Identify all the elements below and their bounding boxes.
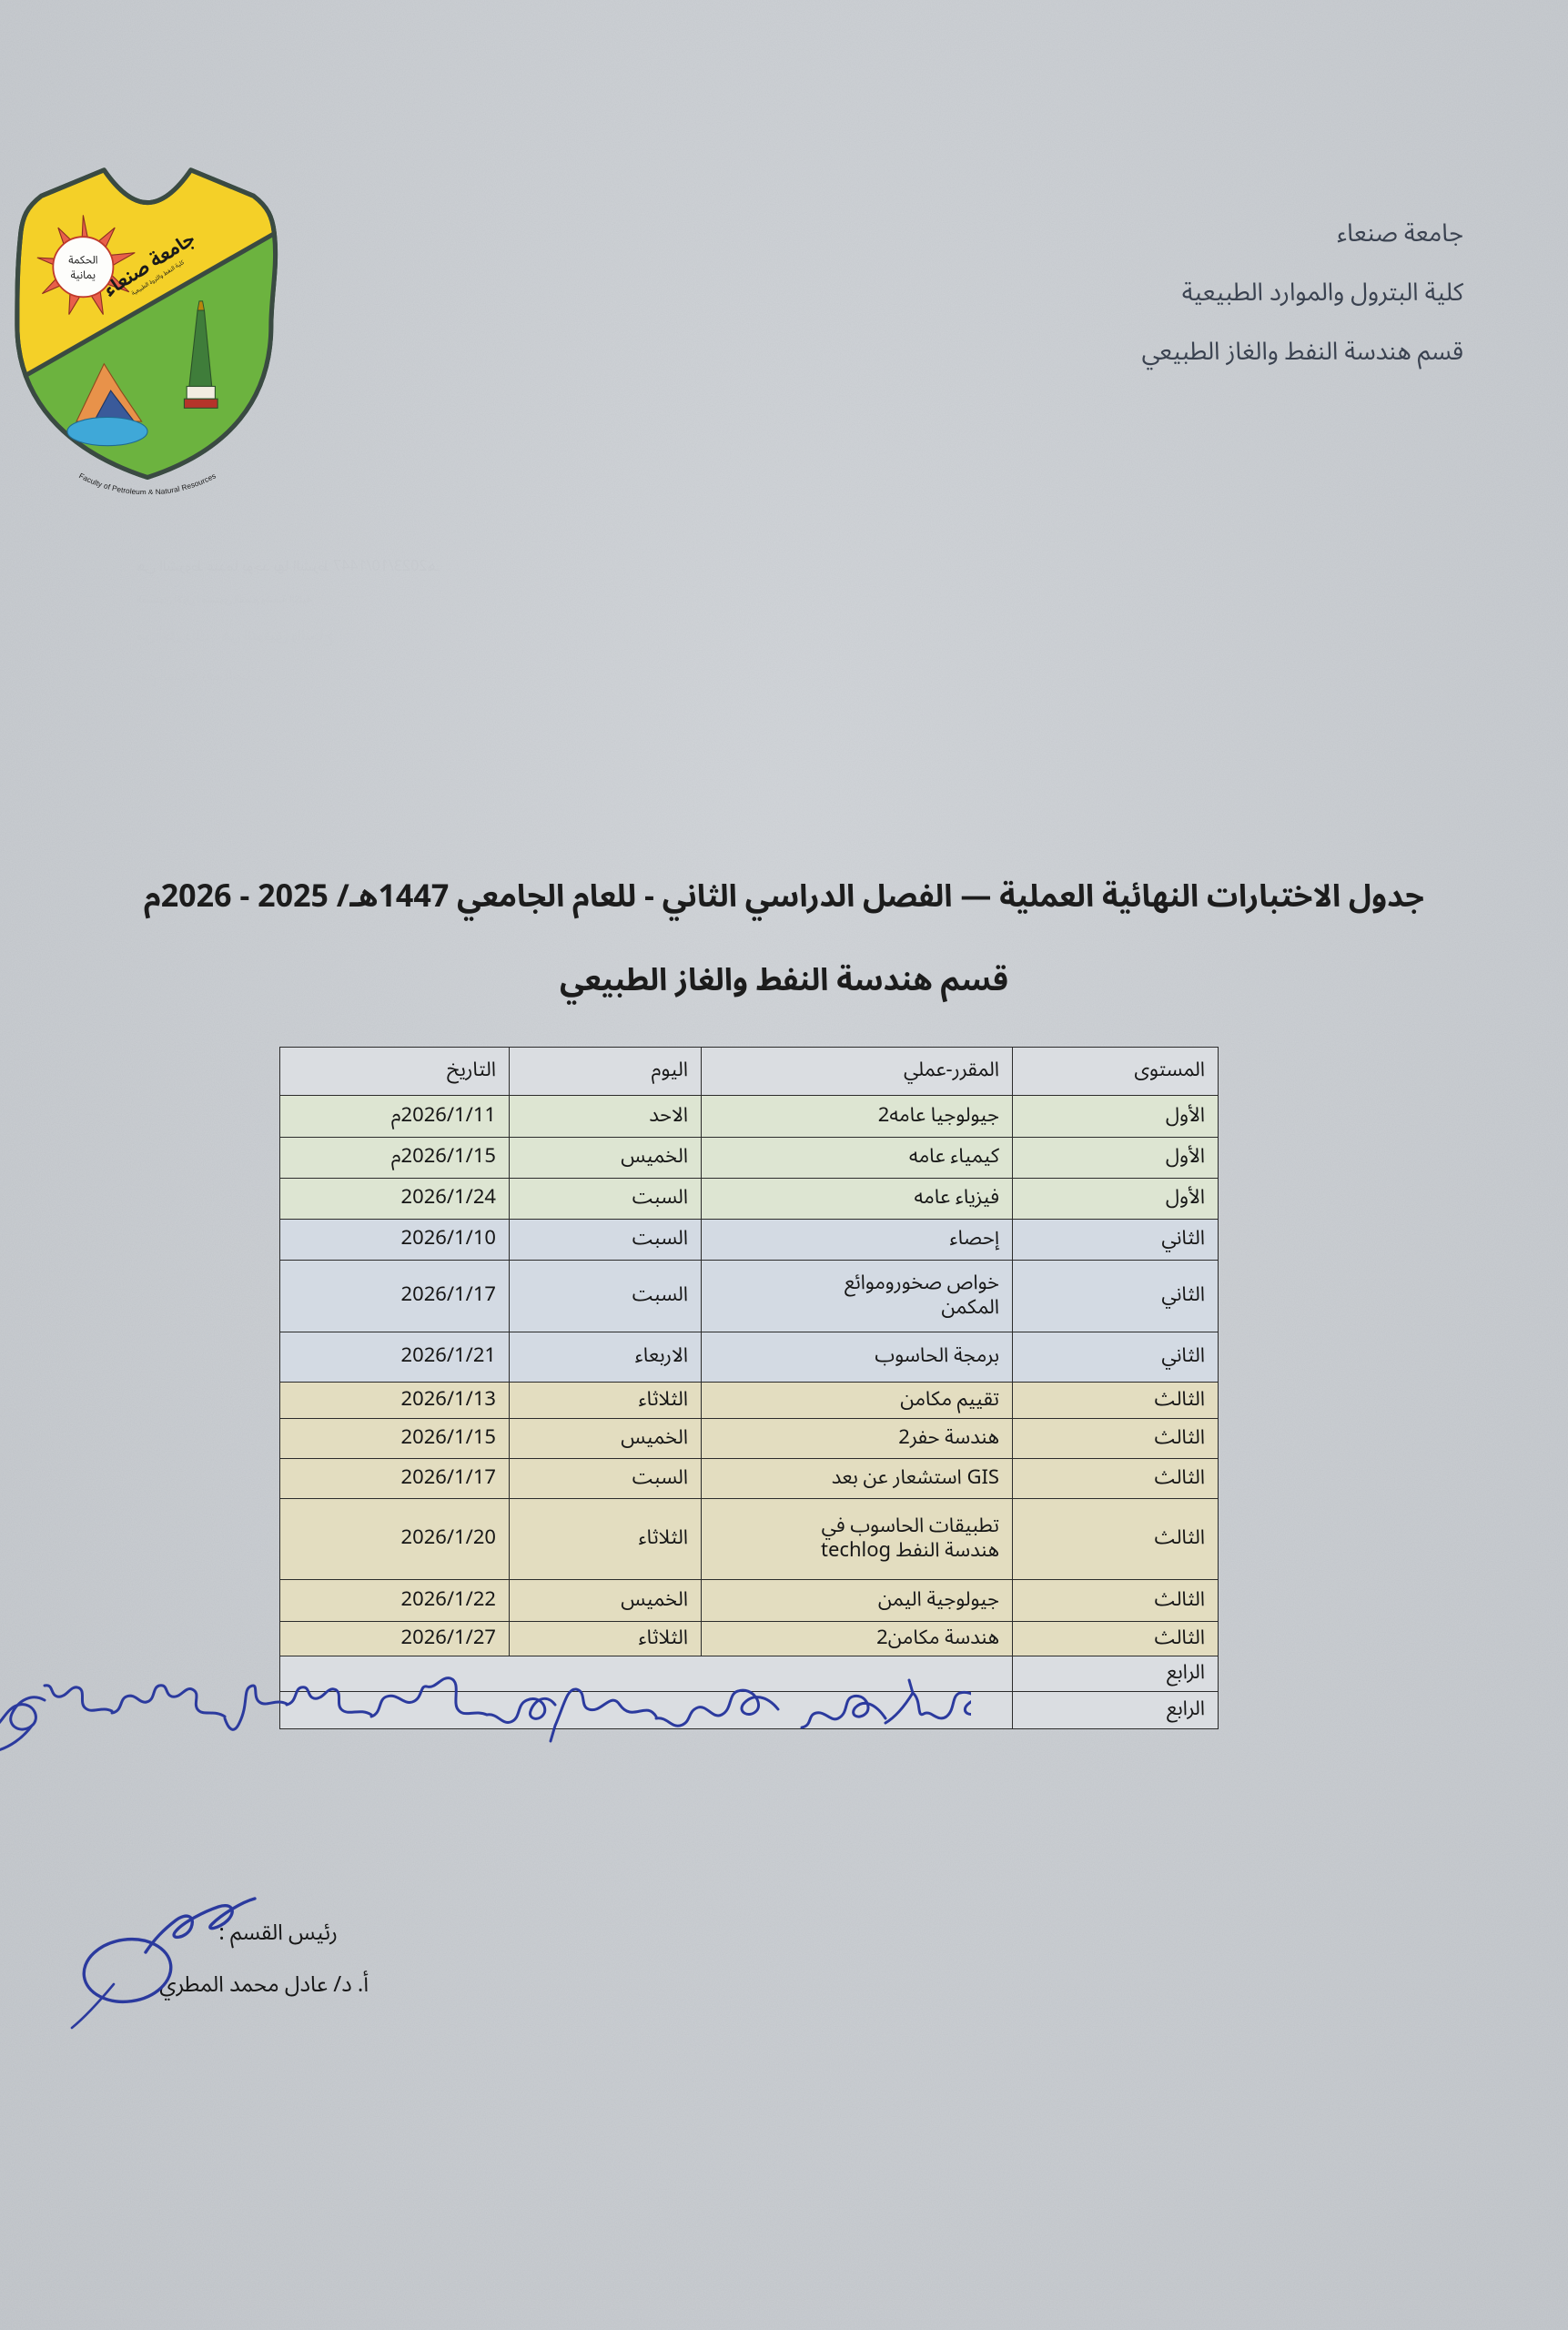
svg-text:يمانية: يمانية <box>71 264 96 287</box>
